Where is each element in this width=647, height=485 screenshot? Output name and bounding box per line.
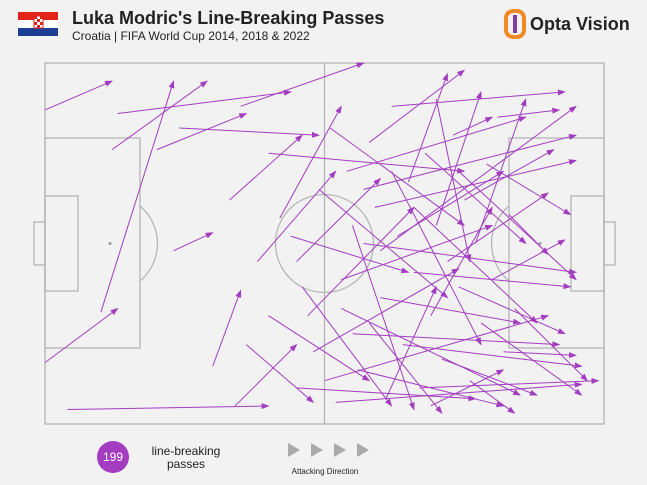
- pass-arrow: [458, 170, 577, 281]
- pass-arrow: [257, 170, 337, 262]
- pass-arrow: [44, 80, 113, 111]
- pass-arrow: [307, 206, 415, 317]
- pass-arrow: [458, 286, 566, 335]
- pass-arrow: [44, 307, 119, 364]
- pass-arrow: [430, 369, 505, 407]
- pass-arrow: [290, 235, 410, 274]
- legend-label: passes: [167, 457, 205, 471]
- pass-arrow: [435, 98, 472, 263]
- pass-arrow: [452, 116, 494, 136]
- pass-arrow: [413, 207, 538, 324]
- pass-arrow: [240, 62, 365, 107]
- pass-arrow: [352, 333, 561, 348]
- pass-arrow: [407, 72, 448, 183]
- pass-arrow: [380, 105, 577, 252]
- pass-arrow: [480, 322, 583, 396]
- pass-arrow: [447, 192, 549, 262]
- pass-arrow: [491, 239, 566, 281]
- pass-arrow: [229, 134, 303, 201]
- pass-arrow: [296, 387, 477, 402]
- pass-arrow: [111, 80, 208, 151]
- pass-arrow: [313, 268, 460, 353]
- pitch: [33, 62, 616, 425]
- pass-arrow: [374, 159, 578, 208]
- count-badge: [97, 441, 129, 473]
- pass-arrow: [279, 105, 342, 219]
- flag: [18, 12, 58, 36]
- direction-arrows: [288, 443, 369, 457]
- pass-arrow: [156, 113, 248, 151]
- pass-arrow: [424, 152, 527, 245]
- pass-arrow: [296, 177, 382, 262]
- count: 199: [103, 450, 123, 464]
- direction-label: Attacking Direction: [292, 467, 359, 476]
- pass-arrow: [67, 403, 270, 411]
- pass-arrow: [435, 90, 482, 226]
- pass-arrow: [268, 315, 371, 382]
- brand-logo: [504, 9, 526, 39]
- pass-arrow: [301, 286, 393, 407]
- pass-arrow: [503, 351, 578, 359]
- subtitle: Croatia | FIFA World Cup 2014, 2018 & 20…: [72, 29, 310, 43]
- pass-arrow: [179, 127, 320, 138]
- pass-arrow: [245, 344, 315, 403]
- pass-arrow: [351, 225, 415, 411]
- pass-arrow: [469, 380, 516, 414]
- pass-arrow: [117, 89, 292, 115]
- pass-arrow: [234, 343, 298, 407]
- pass-arrow: [402, 344, 583, 369]
- pass-arrow: [486, 163, 572, 216]
- pass-arrow: [368, 322, 443, 414]
- pass-arrow: [497, 107, 561, 118]
- pass-arrow: [464, 149, 555, 201]
- pass-arrow: [268, 152, 466, 174]
- pass-arrow: [329, 127, 466, 227]
- pass-arrow: [368, 69, 466, 143]
- pass-arrow: [380, 297, 522, 325]
- pass-arrow: [341, 308, 522, 396]
- pass-arrow: [514, 308, 588, 382]
- pass-arrow: [341, 224, 494, 281]
- pass-arrow: [391, 171, 482, 346]
- pass-arrow: [212, 289, 242, 367]
- pass-arrow: [173, 232, 214, 252]
- legend-label: line-breaking: [152, 444, 221, 458]
- brand: Opta Vision: [530, 14, 630, 34]
- pass-arrow: [100, 80, 175, 313]
- pass-arrow: [335, 381, 583, 403]
- pass-arrow: [318, 188, 449, 299]
- title: Luka Modric's Line-Breaking Passes: [72, 8, 384, 28]
- pass-arrow: [474, 98, 527, 244]
- passes: [44, 62, 600, 414]
- pass-arrow: [363, 134, 578, 190]
